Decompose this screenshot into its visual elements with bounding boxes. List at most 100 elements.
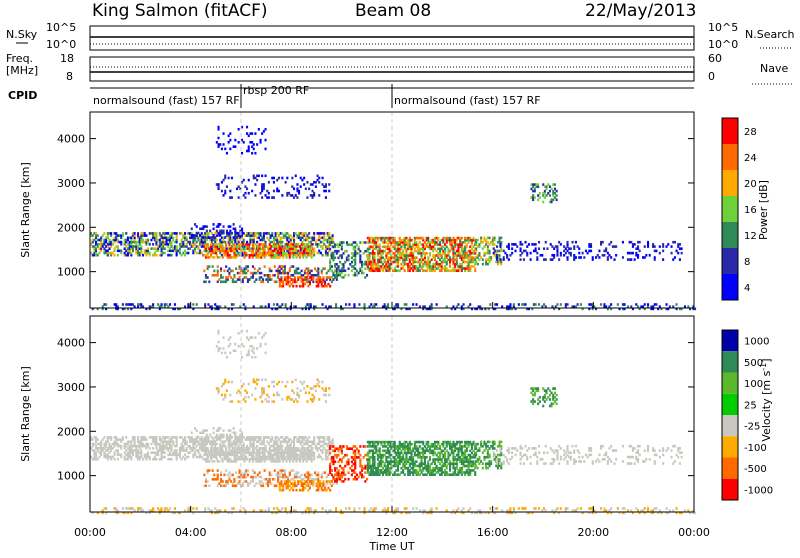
scatter-cell — [252, 480, 254, 483]
scatter-cell — [296, 254, 298, 257]
scatter-cell — [296, 188, 298, 191]
scatter-cell — [590, 245, 592, 248]
scatter-cell — [229, 148, 231, 151]
scatter-cell — [169, 303, 171, 306]
scatter-cell — [233, 250, 235, 253]
scatter-cell — [605, 247, 607, 250]
scatter-cell — [226, 185, 228, 188]
scatter-cell — [325, 400, 327, 403]
scatter-cell — [482, 241, 484, 244]
scatter-cell — [429, 261, 431, 264]
scatter-cell — [327, 458, 329, 461]
scatter-cell — [228, 177, 230, 180]
scatter-cell — [100, 239, 102, 242]
scatter-cell — [238, 332, 240, 335]
scatter-cell — [236, 440, 238, 443]
scatter-cell — [171, 449, 173, 452]
scatter-cell — [315, 185, 317, 188]
scatter-cell — [349, 263, 351, 266]
scatter-cell — [674, 241, 676, 244]
scatter-cell — [263, 183, 265, 186]
scatter-cell — [457, 269, 459, 272]
scatter-cell — [197, 449, 199, 452]
scatter-cell — [176, 239, 178, 242]
scatter-cell — [473, 237, 475, 240]
scatter-cell — [256, 241, 258, 244]
scatter-cell — [278, 394, 280, 397]
scatter-cell — [130, 447, 132, 450]
scatter-cell — [318, 398, 320, 401]
nsky-tick-bottom-right: 10^0 — [708, 38, 738, 51]
scatter-cell — [590, 250, 592, 253]
scatter-cell — [303, 183, 305, 186]
scatter-cell — [315, 181, 317, 184]
scatter-cell — [323, 237, 325, 240]
scatter-cell — [461, 237, 463, 240]
scatter-cell — [265, 194, 267, 197]
scatter-cell — [217, 281, 219, 284]
colorbar-tick-label: 4 — [744, 283, 750, 294]
scatter-cell — [221, 385, 223, 388]
scatter-cell — [285, 385, 287, 388]
scatter-cell — [120, 454, 122, 457]
scatter-cell — [231, 381, 233, 384]
scatter-cell — [469, 250, 471, 253]
scatter-cell — [154, 252, 156, 255]
scatter-cell — [361, 261, 363, 264]
scatter-cell — [115, 436, 117, 439]
scatter-cell — [124, 243, 126, 246]
scatter-cell — [231, 436, 233, 439]
scatter-cell — [120, 237, 122, 240]
scatter-cell — [322, 183, 324, 186]
scatter-cell — [235, 281, 237, 284]
scatter-cell — [279, 270, 281, 273]
scatter-cell — [220, 478, 222, 481]
scatter-cell — [315, 385, 317, 388]
scatter-cell — [217, 474, 219, 477]
scatter-cell — [489, 303, 491, 306]
scatter-cell — [235, 485, 237, 488]
scatter-cell — [253, 143, 255, 146]
scatter-cell — [208, 281, 210, 284]
scatter-cell — [231, 400, 233, 403]
scatter-cell — [358, 272, 360, 275]
scatter-cell — [100, 451, 102, 454]
scatter-cell — [343, 276, 345, 279]
scatter-cell — [120, 441, 122, 444]
scatter-cell — [343, 241, 345, 244]
scatter-cell — [269, 274, 271, 277]
scatter-cell — [304, 487, 306, 490]
scatter-cell — [92, 438, 94, 441]
scatter-cell — [436, 250, 438, 253]
scatter-cell — [282, 250, 284, 253]
scatter-cell — [109, 247, 111, 250]
scatter-cell — [537, 183, 539, 186]
scatter-cell — [288, 237, 290, 240]
scatter-cell — [273, 394, 275, 397]
scatter-cell — [424, 241, 426, 244]
scatter-cell — [228, 254, 230, 257]
scatter-cell — [336, 276, 338, 279]
scatter-cell — [294, 281, 296, 284]
scatter-cell — [405, 252, 407, 255]
scatter-cell — [142, 254, 144, 257]
scatter-cell — [281, 436, 283, 439]
scatter-cell — [341, 272, 343, 275]
scatter-cell — [235, 256, 237, 259]
scatter-cell — [311, 256, 313, 259]
scatter-cell — [659, 245, 661, 248]
scatter-cell — [261, 394, 263, 397]
scatter-cell — [551, 188, 553, 191]
scatter-cell — [258, 441, 260, 444]
scatter-cell — [327, 456, 329, 459]
scatter-cell — [120, 250, 122, 253]
scatter-cell — [253, 148, 255, 151]
scatter-cell — [289, 485, 291, 488]
scatter-cell — [243, 345, 245, 348]
scatter-cell — [538, 241, 540, 244]
scatter-cell — [161, 438, 163, 441]
scatter-cell — [535, 247, 537, 250]
scatter-cell — [215, 252, 217, 255]
scatter-cell — [149, 243, 151, 246]
